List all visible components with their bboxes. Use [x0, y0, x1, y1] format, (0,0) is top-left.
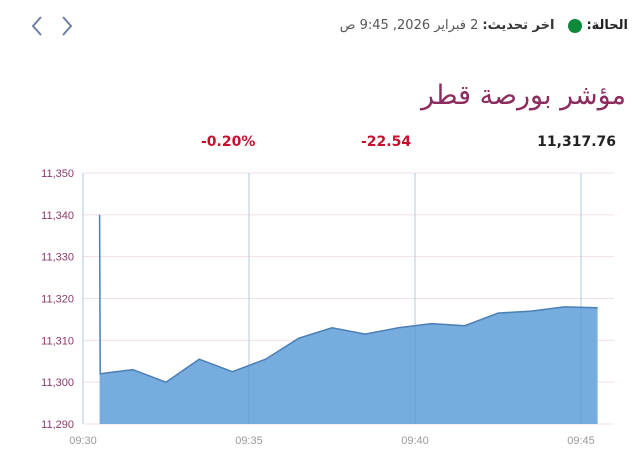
y-tick-label: 11,350 [41, 168, 74, 180]
status-indicator-icon [568, 18, 583, 33]
status-label: الحالة: [586, 18, 628, 33]
x-tick-label: 09:30 [69, 435, 97, 447]
chevron-right-icon [62, 16, 73, 36]
series-line [98, 214, 598, 384]
y-tick-label: 11,310 [41, 335, 74, 347]
index-value: 11,317.76 [537, 134, 616, 150]
previous-button[interactable] [28, 14, 46, 38]
index-change: -22.54 [361, 134, 412, 150]
y-tick-label: 11,320 [41, 294, 74, 306]
index-area-chart[interactable]: 11,350 11,340 11,330 11,320 11,310 11,300 11,2… [0, 160, 640, 472]
next-button[interactable] [58, 14, 76, 38]
area-fill [99, 214, 598, 424]
status-bar: الحالة: اخر تحديث: 2 فبراير 2026, 9:45 ص [340, 18, 628, 33]
chevron-left-icon [31, 16, 42, 36]
y-tick-label: 11,340 [41, 210, 74, 222]
x-tick-label: 09:45 [567, 435, 595, 447]
y-tick-label: 11,330 [41, 252, 74, 264]
last-update-label: اخر تحديث: [482, 18, 555, 33]
y-tick-label: 11,300 [41, 377, 74, 389]
navigation-arrows [28, 14, 76, 38]
page-title: مؤشر بورصة قطر [421, 80, 626, 111]
index-change-percent: -0.20% [201, 134, 256, 150]
stats-row: 11,317.76 -22.54 -0.20% [0, 134, 640, 154]
y-tick-label: 11,290 [41, 419, 74, 431]
x-tick-label: 09:40 [401, 435, 429, 447]
last-update-value: 2 فبراير 2026, 9:45 ص [339, 18, 479, 33]
x-tick-label: 09:35 [235, 435, 263, 447]
